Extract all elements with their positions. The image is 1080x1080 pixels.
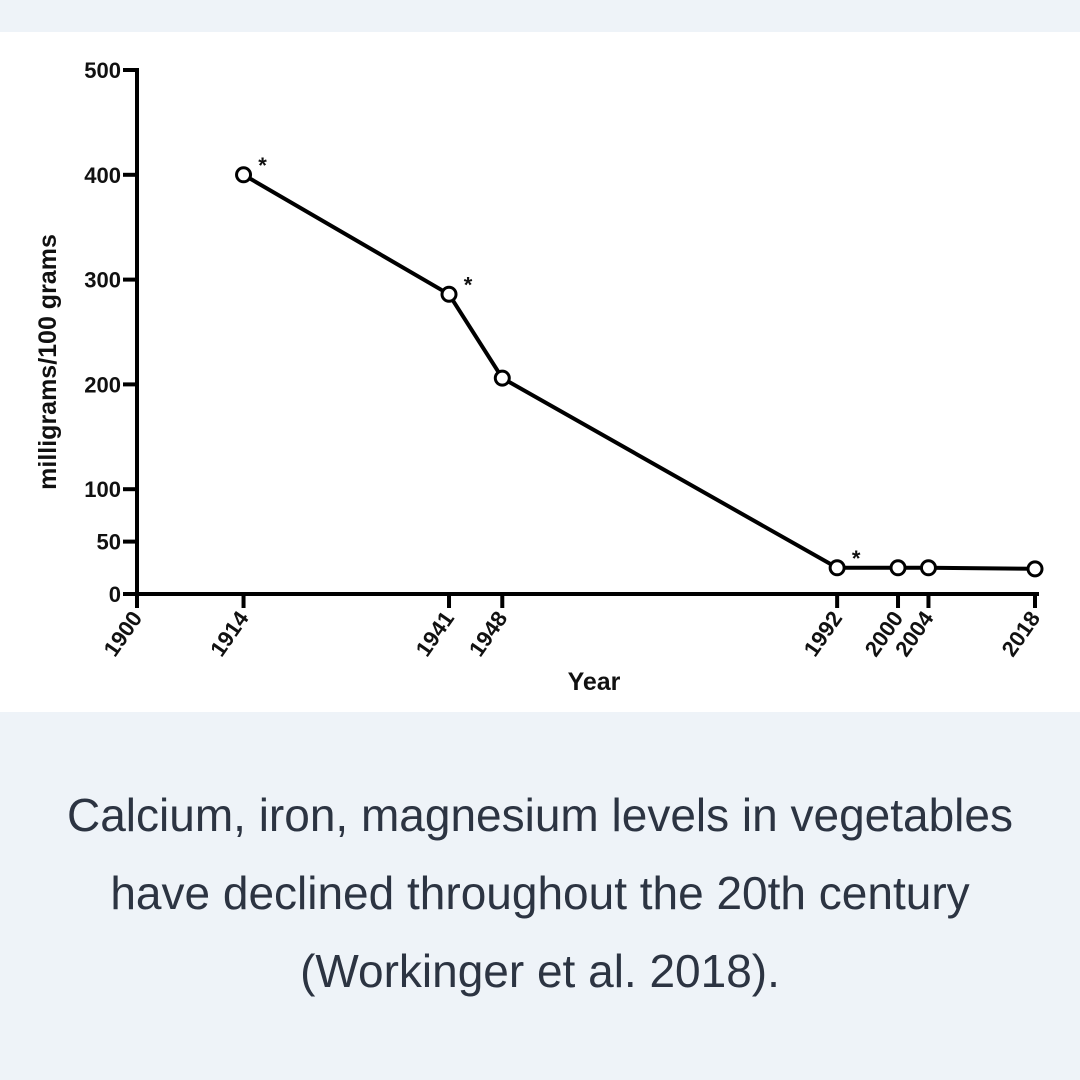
significance-marker: * — [852, 546, 861, 571]
data-point — [440, 285, 458, 303]
data-series — [242, 173, 1036, 571]
data-point — [1026, 560, 1044, 578]
data-point — [828, 559, 846, 577]
data-point — [889, 559, 907, 577]
series-line — [242, 173, 1036, 571]
figure-caption: Calcium, iron, magnesium levels in veget… — [67, 789, 1013, 997]
data-markers — [235, 166, 1044, 578]
line-chart: 0 50 100 200 300 400 500 1900 1914 1941 1948 1992 20… — [34, 58, 1046, 696]
data-point — [235, 166, 253, 184]
y-tick-label: 100 — [84, 477, 121, 502]
axes — [135, 68, 1039, 596]
x-tick-label: 2018 — [997, 607, 1046, 661]
x-tick-label: 1941 — [411, 607, 460, 661]
x-tick-label: 1948 — [464, 607, 513, 661]
y-tick-label: 400 — [84, 163, 121, 188]
y-tick-label: 500 — [84, 58, 121, 83]
x-axis-title: Year — [568, 668, 621, 696]
data-point — [493, 369, 511, 387]
y-tick-label: 50 — [97, 530, 121, 555]
y-tick-label: 0 — [109, 582, 121, 607]
x-tick-label: 1992 — [799, 607, 848, 661]
data-point — [919, 559, 937, 577]
y-tick-label: 300 — [84, 268, 121, 293]
x-tick-label: 1914 — [205, 606, 254, 661]
y-axis-title: milligrams/100 grams — [34, 234, 62, 490]
significance-marker: * — [464, 272, 473, 297]
y-tick-label: 200 — [84, 372, 121, 397]
annotations: * * * — [258, 153, 861, 571]
x-tick-label: 1900 — [99, 607, 148, 661]
chart-panel: 0 50 100 200 300 400 500 1900 1914 1941 1948 1992 20… — [0, 32, 1080, 712]
significance-marker: * — [258, 153, 267, 178]
